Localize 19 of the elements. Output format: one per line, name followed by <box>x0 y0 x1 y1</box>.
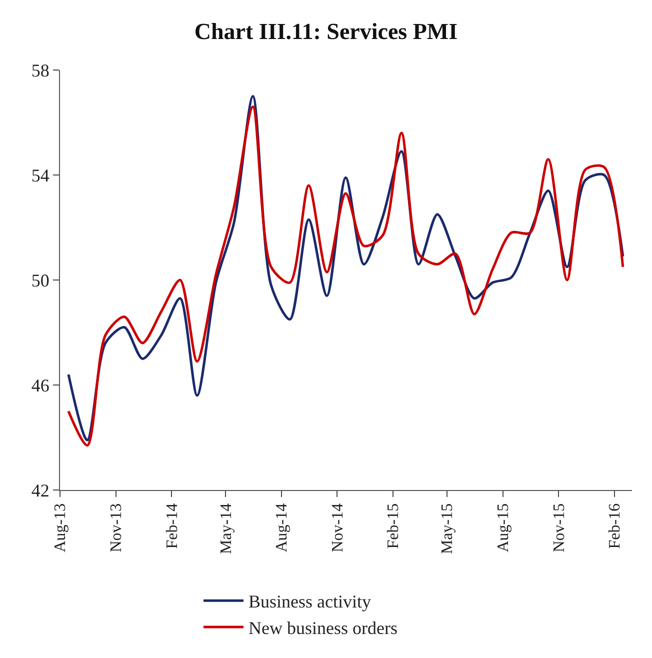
x-tick-label: Nov-13 <box>108 503 125 552</box>
x-tick-label: Nov-15 <box>550 503 568 552</box>
y-tick-label: 54 <box>31 165 50 186</box>
legend-label: New business orders <box>248 618 398 638</box>
x-tick-label: May-14 <box>218 503 235 554</box>
x-tick-label: Aug-13 <box>52 503 70 552</box>
chart-title: Chart III.11: Services PMI <box>194 19 458 44</box>
x-tick-label: Feb-14 <box>164 503 181 549</box>
y-tick-label: 42 <box>31 480 50 500</box>
y-tick-label: 58 <box>31 60 50 80</box>
y-tick-label: 50 <box>31 270 50 290</box>
x-tick-label: Feb-15 <box>385 503 402 549</box>
x-tick-label: Nov-14 <box>329 503 346 552</box>
y-tick-label: 46 <box>31 375 50 396</box>
x-tick-label: May-15 <box>439 503 456 554</box>
legend-label: Business activity <box>248 592 371 612</box>
x-tick-label: Feb-16 <box>606 503 624 549</box>
x-tick-label: Aug-15 <box>495 503 512 552</box>
x-tick-label: Aug-14 <box>274 503 291 552</box>
